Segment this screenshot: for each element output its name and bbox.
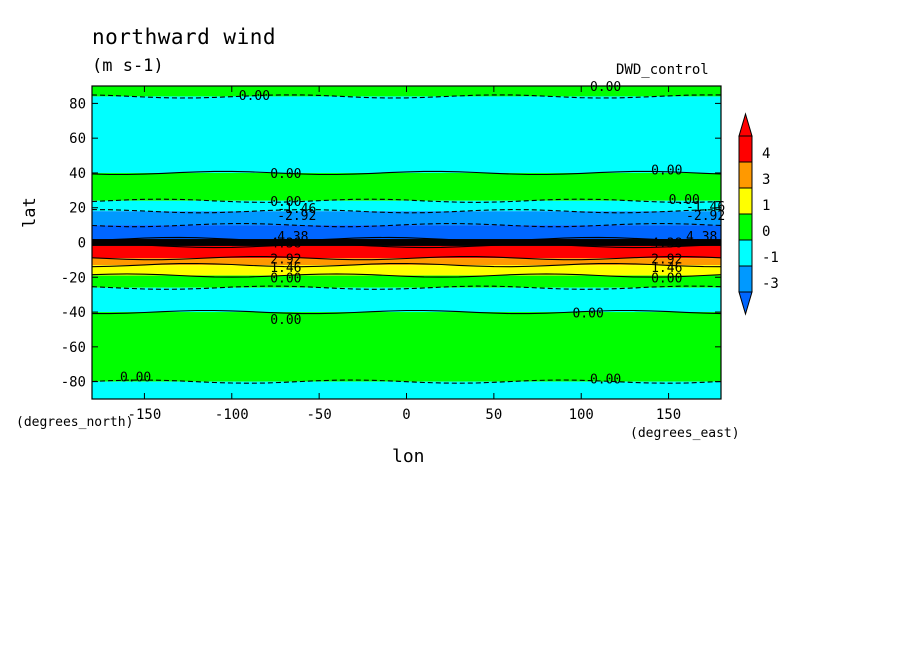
x-tick-label: 150 — [656, 407, 681, 423]
contour-line — [92, 243, 721, 249]
colorbar-over-arrow — [738, 112, 753, 137]
field-band — [92, 211, 721, 226]
contour-label: -1.46 — [686, 200, 725, 215]
colorbar: 4 3 1 0 -1 -3 — [738, 112, 779, 316]
contour-line — [92, 236, 721, 242]
contour-labels: 0.000.000.00 0.000.00 0.00-1.46-2.92-1.46-… — [120, 80, 725, 387]
contour-label: 0.00 — [651, 164, 682, 179]
contour-label: 0.00 — [572, 306, 603, 321]
x-axis-units: (degrees_east) — [630, 426, 740, 441]
contour-label: 0.00 — [270, 195, 301, 210]
contour-label: 4.38 — [277, 230, 308, 245]
field-band — [92, 381, 721, 399]
colorbar-label: 1 — [762, 198, 770, 214]
contour-label: 2.92 — [651, 252, 682, 267]
contour-label: 1.46 — [651, 261, 682, 276]
contour-line — [92, 309, 721, 315]
contour-label: 0.00 — [270, 271, 301, 286]
field-band — [92, 258, 721, 266]
x-axis-label: lon — [392, 446, 425, 467]
contour-label: 0.00 — [270, 167, 301, 182]
x-tick-label: 100 — [569, 407, 594, 423]
chart-units: (m s-1) — [92, 56, 164, 76]
colorbar-label: -3 — [762, 276, 779, 292]
y-tick-label: 40 — [69, 166, 86, 182]
colorbar-segment — [738, 265, 753, 293]
x-axis: -150 -100 -50 0 50 100 150 — [128, 86, 681, 423]
contour-label: 0.00 — [590, 80, 621, 95]
field-band — [92, 200, 721, 212]
contour-line — [92, 379, 721, 384]
x-tick-label: -100 — [215, 407, 249, 423]
field-band — [92, 265, 721, 276]
colorbar-segment — [738, 161, 753, 189]
y-tick-label: 60 — [69, 131, 86, 147]
contour-label: 4.38 — [270, 237, 301, 252]
contour-label: 2.92 — [270, 252, 301, 267]
contour-line — [92, 285, 721, 290]
contour-label: 4.38 — [651, 237, 682, 252]
field-band — [92, 312, 721, 382]
contour-line — [92, 256, 721, 261]
colorbar-under-arrow — [738, 291, 753, 316]
chart-title: northward wind — [92, 25, 277, 49]
contour-line — [92, 223, 721, 228]
field-band — [92, 287, 721, 313]
field-band — [92, 239, 721, 246]
contour-line — [92, 94, 721, 99]
contour-label: 1.46 — [270, 261, 301, 276]
field-bands — [92, 86, 721, 399]
y-tick-label: 0 — [78, 236, 86, 252]
contour-label: -2.92 — [277, 209, 316, 224]
run-label: DWD_control — [616, 62, 709, 78]
x-tick-label: 0 — [402, 407, 410, 423]
y-axis-units: (degrees_north) — [16, 415, 134, 430]
field-band — [92, 172, 721, 201]
contour-line — [92, 273, 721, 278]
contour-label: -1.46 — [277, 202, 316, 217]
colorbar-label: 4 — [762, 146, 770, 162]
y-tick-label: -80 — [61, 375, 86, 391]
y-tick-label: -40 — [61, 305, 86, 321]
field-band — [92, 245, 721, 259]
contour-line — [92, 209, 721, 214]
contour-line — [92, 198, 721, 203]
y-tick-label: -60 — [61, 340, 86, 356]
x-tick-label: -150 — [128, 407, 162, 423]
x-tick-label: 50 — [485, 407, 502, 423]
y-tick-label: 20 — [69, 201, 86, 217]
field-band — [92, 275, 721, 288]
colorbar-segment — [738, 135, 753, 163]
contour-label: -2.92 — [686, 209, 725, 224]
contour-line — [92, 262, 721, 268]
contour-label: 0.00 — [590, 372, 621, 387]
contour-lines — [92, 94, 721, 384]
x-tick-label: -50 — [306, 407, 331, 423]
contour-line — [92, 170, 721, 176]
colorbar-segment — [738, 213, 753, 241]
field-band — [92, 96, 721, 173]
colorbar-segment — [738, 187, 753, 215]
y-tick-label: 80 — [69, 96, 86, 112]
colorbar-label: 0 — [762, 224, 770, 240]
contour-label: 0.00 — [120, 371, 151, 386]
y-axis: 80 60 40 20 0 -20 -40 -60 -80 — [61, 96, 721, 391]
colorbar-segment — [738, 239, 753, 267]
contour-label: 0.00 — [270, 313, 301, 328]
colorbar-label: -1 — [762, 250, 779, 266]
contour-label: 0.00 — [651, 271, 682, 286]
field-band — [92, 225, 721, 240]
colorbar-label: 3 — [762, 172, 770, 188]
contour-label: 0.00 — [239, 89, 270, 104]
contour-label: 4.38 — [686, 230, 717, 245]
y-tick-label: -20 — [61, 270, 86, 286]
contour-label: 0.00 — [669, 193, 700, 208]
